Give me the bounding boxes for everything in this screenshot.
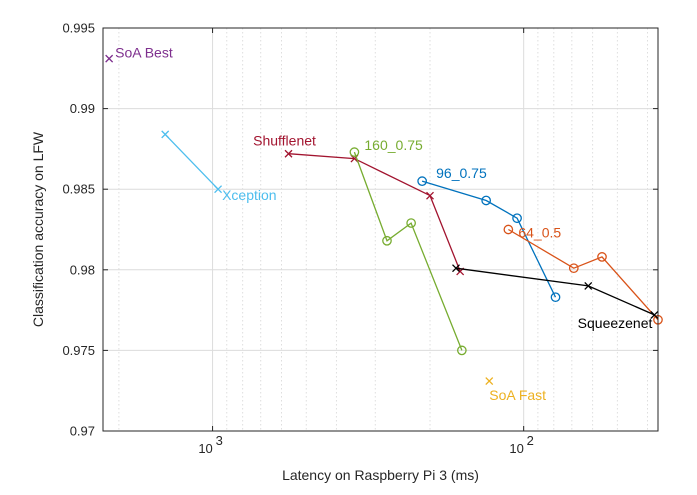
axes-box [102, 27, 659, 432]
y-axis-title: Classification accuracy on LFW [30, 131, 46, 327]
x-tick-exponent: 3 [216, 433, 223, 448]
series-label-squeezenet: Squeezenet [578, 315, 653, 331]
data-point [452, 264, 460, 273]
series-label-160-0-75: 160_0.75 [364, 137, 423, 153]
x-axis-title: Latency on Raspberry Pi 3 (ms) [282, 467, 479, 483]
series-squeezenet: Squeezenet [452, 264, 659, 331]
series-shufflenet: Shufflenet [253, 133, 465, 276]
series-line-shufflenet [288, 153, 461, 272]
x-tick-exponent: 2 [527, 433, 534, 448]
series-label-soa-fast: SoA Fast [489, 387, 546, 403]
data-point [426, 191, 434, 200]
data-point [512, 213, 522, 224]
series-label-shufflenet: Shufflenet [253, 133, 316, 149]
data-point [650, 310, 659, 319]
data-point [503, 224, 514, 235]
series-soa-best: SoA Best [105, 45, 173, 63]
series-label-96-0-75: 96_0.75 [436, 165, 487, 181]
series-160-0-75: 160_0.75 [349, 137, 467, 356]
y-tick-label: 0.99 [70, 101, 95, 116]
series-soa-fast: SoA Fast [485, 377, 546, 403]
data-point [568, 263, 579, 274]
series-label-soa-best: SoA Best [115, 45, 173, 61]
series-line-160-0-75 [353, 151, 463, 351]
data-point [417, 176, 427, 186]
data-point [457, 345, 467, 356]
data-point [550, 292, 561, 303]
data-point [284, 149, 293, 158]
series-line-96-0-75 [421, 180, 557, 298]
data-point [105, 54, 114, 63]
data-point [161, 130, 170, 139]
y-tick-label: 0.98 [70, 262, 95, 277]
series-layer: SoA Best Xception Shufflenet 160_0.75 96_0.7… [105, 45, 663, 403]
y-tick-label: 0.97 [70, 424, 95, 439]
series-label-64-0-5: 64_0.5 [518, 225, 561, 241]
data-point [584, 281, 593, 290]
data-point [597, 252, 607, 262]
series-line-64-0-5 [508, 228, 659, 321]
series-xception: Xception [161, 130, 277, 203]
data-point [485, 377, 494, 385]
data-point [214, 185, 223, 194]
y-tick-label: 0.995 [62, 21, 95, 36]
series-label-xception: Xception [222, 187, 276, 203]
data-point [481, 195, 492, 206]
x-tick-label: 10 [198, 441, 212, 456]
x-tick-label: 10 [509, 441, 523, 456]
series-line-xception [164, 133, 219, 190]
data-point [406, 218, 416, 228]
y-tick-label: 0.975 [62, 343, 95, 358]
y-tick-label: 0.985 [62, 182, 95, 197]
data-point [349, 147, 360, 157]
series-96-0-75: 96_0.75 [417, 165, 561, 303]
plot-area [103, 28, 658, 431]
data-point [382, 235, 392, 246]
axes: 0.97 0.975 0.98 0.985 0.99 0.995 10 3 10 2 [62, 21, 659, 456]
